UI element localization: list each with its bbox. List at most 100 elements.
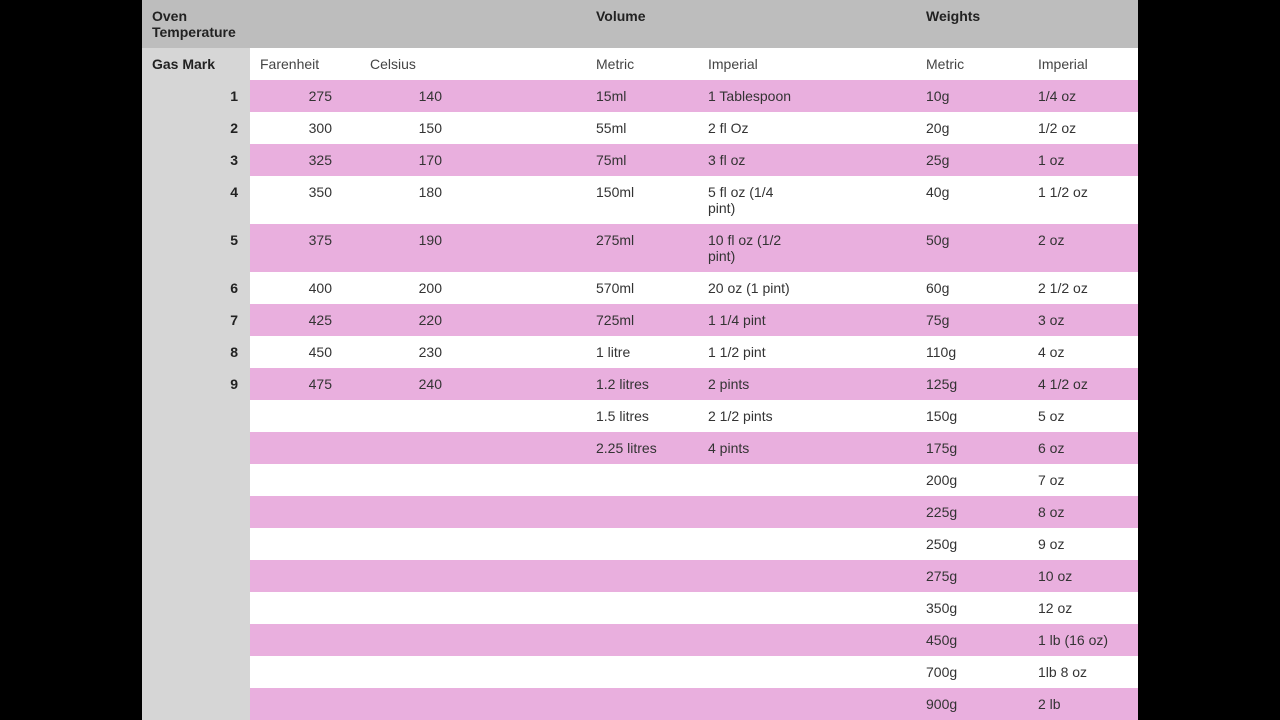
cell bbox=[586, 496, 698, 528]
cell bbox=[470, 464, 586, 496]
table-body: 127514015ml1 Tablespoon10g1/4 oz23001505… bbox=[142, 80, 1138, 720]
cell bbox=[250, 560, 360, 592]
cell: 1 litre bbox=[586, 336, 698, 368]
cell: 2 oz bbox=[1028, 224, 1138, 272]
cell: 200 bbox=[360, 272, 470, 304]
cell bbox=[250, 432, 360, 464]
cell bbox=[360, 656, 470, 688]
group-blank bbox=[360, 0, 470, 48]
table-row: 127514015ml1 Tablespoon10g1/4 oz bbox=[142, 80, 1138, 112]
cell bbox=[142, 400, 250, 432]
cell: 2 pints bbox=[698, 368, 810, 400]
cell: 350 bbox=[250, 176, 360, 224]
table-row: 230015055ml2 fl Oz20g1/2 oz bbox=[142, 112, 1138, 144]
col-gas-mark: Gas Mark bbox=[142, 48, 250, 80]
cell bbox=[698, 528, 810, 560]
cell bbox=[470, 656, 586, 688]
cell: 2 1/2 pints bbox=[698, 400, 810, 432]
cell bbox=[360, 592, 470, 624]
cell bbox=[360, 432, 470, 464]
cell bbox=[470, 144, 586, 176]
cell bbox=[142, 496, 250, 528]
cell: 8 bbox=[142, 336, 250, 368]
cell: 1 Tablespoon bbox=[698, 80, 810, 112]
cell: 9 oz bbox=[1028, 528, 1138, 560]
cell: 2 1/2 oz bbox=[1028, 272, 1138, 304]
cell: 190 bbox=[360, 224, 470, 272]
group-volume: Volume bbox=[586, 0, 698, 48]
cell: 1 1/4 pint bbox=[698, 304, 810, 336]
table-row: 6400200570ml20 oz (1 pint)60g2 1/2 oz bbox=[142, 272, 1138, 304]
cell bbox=[470, 304, 586, 336]
cell: 900g bbox=[916, 688, 1028, 720]
cell bbox=[470, 176, 586, 224]
cell bbox=[142, 528, 250, 560]
table-row: 94752401.2 litres2 pints125g4 1/2 oz bbox=[142, 368, 1138, 400]
col-w-imp: Imperial bbox=[1028, 48, 1138, 80]
cell bbox=[470, 688, 586, 720]
cell: 1/2 oz bbox=[1028, 112, 1138, 144]
cell: 3 fl oz bbox=[698, 144, 810, 176]
cell: 475 bbox=[250, 368, 360, 400]
cell: 25g bbox=[916, 144, 1028, 176]
cell: 110g bbox=[916, 336, 1028, 368]
cell: 5 oz bbox=[1028, 400, 1138, 432]
cell: 2 lb bbox=[1028, 688, 1138, 720]
cell: 4 bbox=[142, 176, 250, 224]
cell: 250g bbox=[916, 528, 1028, 560]
cell bbox=[810, 496, 916, 528]
cell bbox=[250, 464, 360, 496]
table-row: 1.5 litres2 1/2 pints150g5 oz bbox=[142, 400, 1138, 432]
cell bbox=[810, 464, 916, 496]
cell bbox=[586, 464, 698, 496]
cell: 180 bbox=[360, 176, 470, 224]
table-row: 275g10 oz bbox=[142, 560, 1138, 592]
cell bbox=[360, 464, 470, 496]
table-row: 7425220725ml1 1/4 pint75g3 oz bbox=[142, 304, 1138, 336]
group-header-row: Oven Temperature Volume Weights bbox=[142, 0, 1138, 48]
cell: 60g bbox=[916, 272, 1028, 304]
cell: 170 bbox=[360, 144, 470, 176]
cell: 3 oz bbox=[1028, 304, 1138, 336]
cell bbox=[586, 528, 698, 560]
cell bbox=[810, 560, 916, 592]
cell: 2 bbox=[142, 112, 250, 144]
table-row: 900g2 lb bbox=[142, 688, 1138, 720]
cell bbox=[470, 80, 586, 112]
cell: 8 oz bbox=[1028, 496, 1138, 528]
cell: 220 bbox=[360, 304, 470, 336]
cell bbox=[698, 656, 810, 688]
group-blank bbox=[810, 0, 916, 48]
cell bbox=[810, 80, 916, 112]
table-row: 200g7 oz bbox=[142, 464, 1138, 496]
cell bbox=[810, 688, 916, 720]
cell bbox=[810, 432, 916, 464]
cell bbox=[698, 688, 810, 720]
cell: 150g bbox=[916, 400, 1028, 432]
cell bbox=[470, 432, 586, 464]
cell bbox=[250, 528, 360, 560]
group-blank bbox=[250, 0, 360, 48]
cell bbox=[698, 560, 810, 592]
cell: 1/4 oz bbox=[1028, 80, 1138, 112]
table-row: 2.25 litres4 pints175g6 oz bbox=[142, 432, 1138, 464]
cell: 7 oz bbox=[1028, 464, 1138, 496]
cell bbox=[470, 496, 586, 528]
cell bbox=[810, 144, 916, 176]
group-blank bbox=[470, 0, 586, 48]
cell: 5 bbox=[142, 224, 250, 272]
cell bbox=[586, 592, 698, 624]
group-weights: Weights bbox=[916, 0, 1028, 48]
cell: 4 pints bbox=[698, 432, 810, 464]
cell bbox=[250, 624, 360, 656]
cell bbox=[360, 688, 470, 720]
table-row: 4350180150ml5 fl oz (1/4 pint)40g1 1/2 o… bbox=[142, 176, 1138, 224]
cell: 240 bbox=[360, 368, 470, 400]
cell bbox=[586, 656, 698, 688]
cell: 425 bbox=[250, 304, 360, 336]
cell: 375 bbox=[250, 224, 360, 272]
cell: 1 1/2 pint bbox=[698, 336, 810, 368]
cell: 50g bbox=[916, 224, 1028, 272]
table-row: 700g1lb 8 oz bbox=[142, 656, 1138, 688]
cell bbox=[142, 656, 250, 688]
